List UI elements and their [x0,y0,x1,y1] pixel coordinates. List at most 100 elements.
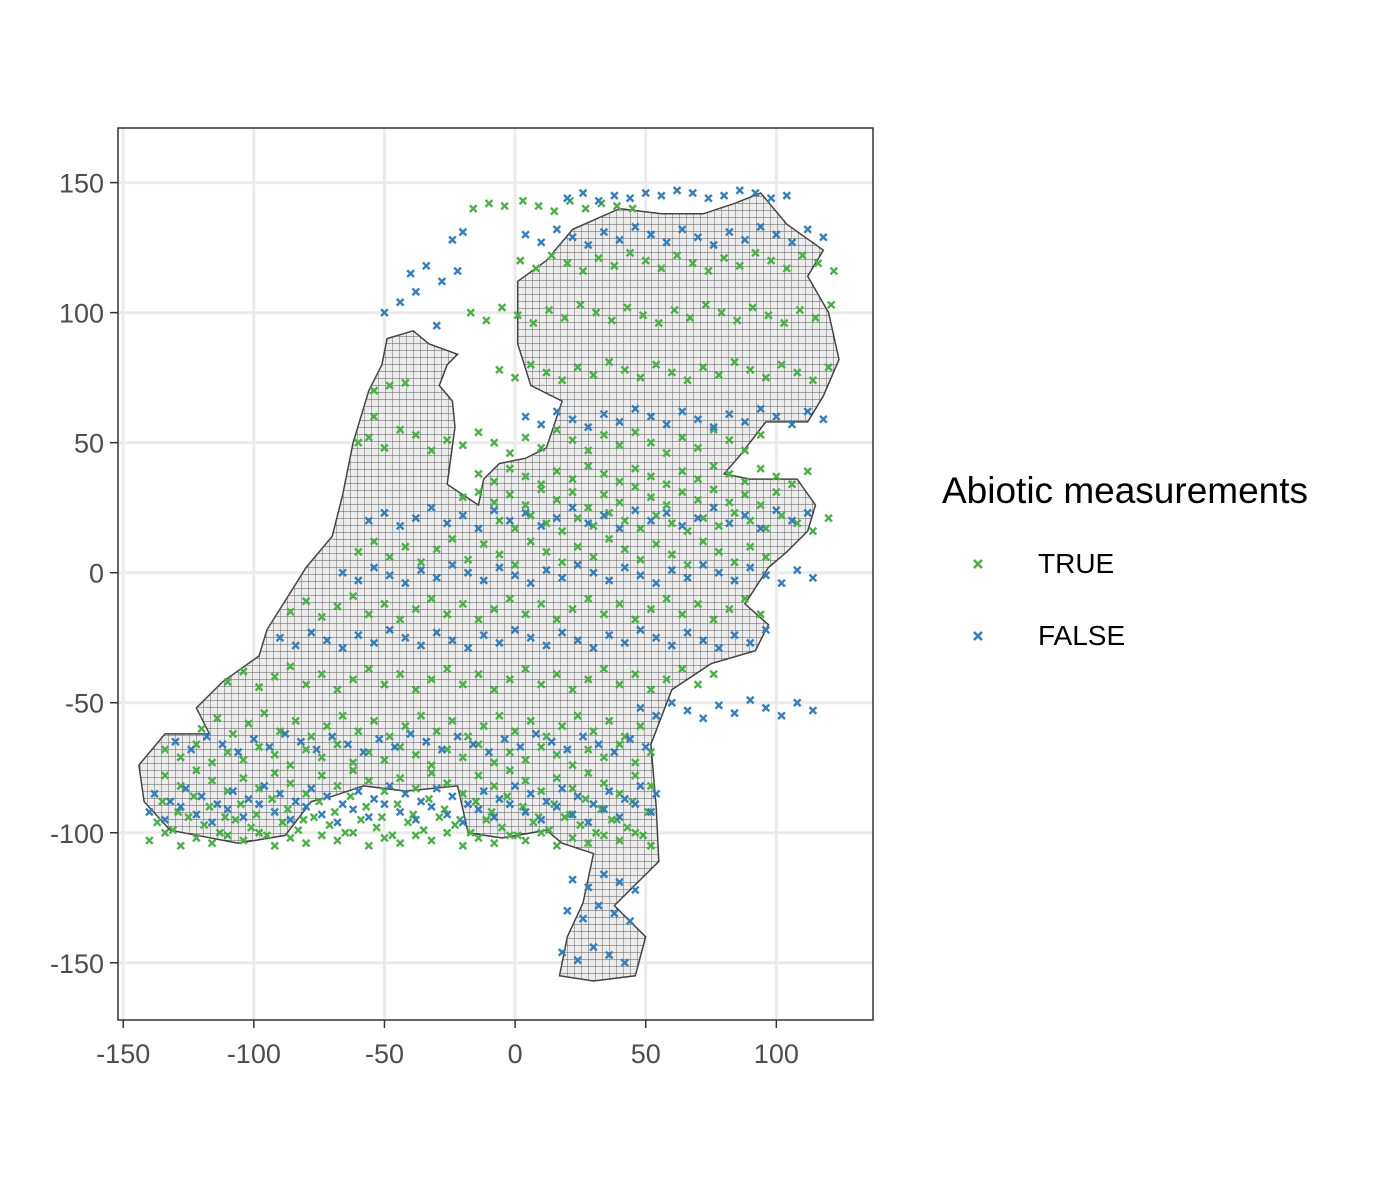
data-point [725,498,734,507]
series-true [145,196,839,851]
data-point [411,287,421,297]
data-point [166,797,175,806]
data-point [709,669,718,679]
data-point [670,305,679,315]
data-point [186,745,196,754]
data-point [401,378,410,388]
data-point [463,568,473,577]
data-point [547,251,556,260]
data-point [573,711,583,720]
data-point [777,360,786,369]
data-point [756,610,765,619]
data-point [317,810,327,819]
data-point [333,818,342,827]
data-point [495,365,504,375]
data-point [286,779,295,788]
data-point [513,310,522,320]
data-point [458,599,468,609]
data-point [698,537,708,546]
data-point [474,833,483,843]
data-point [725,469,734,479]
data-point [301,745,311,754]
data-point [631,758,640,767]
data-point [354,727,363,736]
data-point [364,610,374,619]
data-point [474,669,483,679]
data-point [275,789,285,798]
data-point [620,563,630,572]
data-point [625,734,635,744]
data-point [678,433,687,442]
data-point [213,799,222,809]
data-point [176,841,185,851]
data-point [544,825,554,835]
data-point [536,786,546,796]
x-tick-label: -50 [365,1039,404,1069]
data-point [604,576,614,585]
data-point [678,610,687,619]
data-point [189,792,199,801]
data-point [730,357,739,367]
data-point [563,906,572,916]
data-point [719,191,729,200]
data-point [578,266,588,276]
data-point [594,740,603,749]
data-point [704,193,713,203]
data-point [521,776,530,785]
data-point [599,831,609,840]
legend-item-false: FALSE [942,618,1382,654]
x-tick-label: 50 [631,1039,661,1069]
data-point [495,711,504,720]
data-point [599,610,609,619]
data-point [550,206,559,216]
data-point [479,721,488,731]
data-point [563,745,572,754]
data-point [636,571,645,580]
data-point [458,227,468,237]
data-point [631,885,640,895]
data-point [662,675,671,684]
data-point [599,430,609,440]
data-point [631,404,640,414]
data-point [393,799,402,809]
data-point [369,563,379,572]
data-point [693,680,703,689]
data-point [411,750,421,759]
data-point [772,472,781,481]
data-point [448,636,457,645]
data-point [725,435,734,445]
data-point [714,568,724,577]
data-point [521,508,530,518]
data-point [772,412,781,421]
data-point [286,662,295,671]
data-point [573,363,583,372]
data-point [604,534,614,544]
data-point [516,742,525,752]
data-point [333,685,342,694]
data-point [395,425,405,434]
data-point [270,768,279,778]
data-point [557,721,567,731]
data-point [678,225,687,234]
data-point [369,794,379,804]
data-point [631,482,640,492]
data-point [688,258,697,268]
data-point [160,745,170,754]
data-point [505,747,515,757]
data-point [735,261,745,271]
data-point [662,508,671,518]
data-point [662,480,671,489]
data-point [173,807,183,817]
data-point [536,238,546,247]
data-point [599,227,609,237]
y-tick-label: -150 [50,949,104,979]
data-point [307,628,316,637]
data-point [380,508,389,518]
data-point [536,480,546,489]
data-point [479,630,488,640]
data-point [489,498,499,507]
data-point [591,828,601,838]
data-point [599,753,609,762]
data-point [531,264,541,273]
data-point [442,664,452,674]
